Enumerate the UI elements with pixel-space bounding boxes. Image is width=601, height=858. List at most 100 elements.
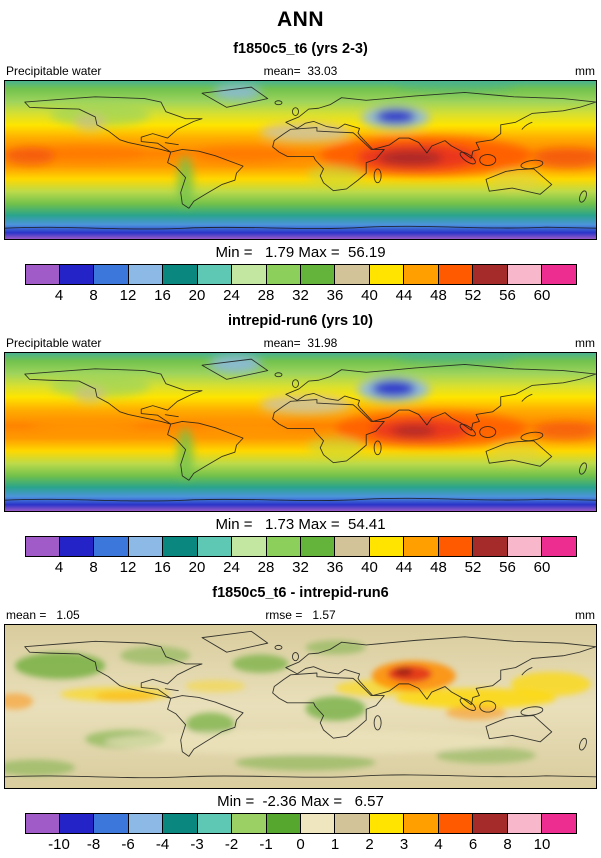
colorbar-tick-label: 24 <box>223 559 240 576</box>
colorbar-tick-label: 32 <box>292 559 309 576</box>
colorbar-tick-label: 8 <box>503 836 512 853</box>
colorbar-tick-label: -1 <box>259 836 273 853</box>
map-intrepid <box>4 352 597 512</box>
map-header-f1850c5: Precipitable water mean= 33.03 mm <box>0 64 601 78</box>
colorbar-tick-label: 20 <box>188 287 206 304</box>
colorbar-tick-label: 10 <box>533 836 551 853</box>
map-difference <box>4 624 597 789</box>
colorbar-cell <box>265 265 300 284</box>
colorbar-tick-label: 6 <box>468 836 478 853</box>
colorbar-cell <box>541 814 576 833</box>
field-label: Precipitable water <box>6 64 102 78</box>
colorbar-cell <box>265 537 300 556</box>
colorbar-cell <box>334 814 369 833</box>
colorbar-tick-label: 12 <box>119 559 137 576</box>
colorbar-tick-label: 12 <box>119 287 137 304</box>
colorbar-cell <box>196 265 232 284</box>
colorbar-cell <box>300 814 335 833</box>
colorbar-tick-label: 48 <box>430 559 447 576</box>
colorbar-cell <box>127 537 163 556</box>
colorbar-cell <box>25 814 59 833</box>
colorbar-cells <box>24 536 577 557</box>
colorbar-tick-label: 4 <box>54 287 64 304</box>
panel-subtitle-f1850c5: f1850c5_t6 (yrs 2-3) <box>233 41 368 57</box>
colorbar-tick-label: 20 <box>188 559 206 576</box>
colorbar-tick-label: 52 <box>464 559 482 576</box>
colorbar-tick-label: 36 <box>326 559 344 576</box>
colorbar-cell <box>403 265 438 284</box>
colorbar-tick-label: 36 <box>326 287 344 304</box>
colorbar-cell <box>300 537 335 556</box>
colorbar-cell <box>162 265 197 284</box>
colorbar-tick-label: 44 <box>395 287 413 304</box>
colorbar-cell <box>472 814 507 833</box>
colorbar-tick-label: 1 <box>330 836 340 853</box>
colorbar-tick-label: 4 <box>54 559 64 576</box>
colorbar-cell <box>472 537 507 556</box>
colorbar-tick-label: 52 <box>464 287 482 304</box>
colorbar-tick-label: -3 <box>190 836 204 853</box>
colorbar-cell <box>368 537 404 556</box>
panel-intrepid: intrepid-run6 (yrs 10) Precipitable wate… <box>0 313 601 576</box>
colorbar-cell <box>300 265 335 284</box>
colorbar-tick-label: 60 <box>533 559 551 576</box>
colorbar-cell <box>127 814 163 833</box>
colorbar-tick-label: 48 <box>430 287 447 304</box>
colorbar-tick-label: 56 <box>499 559 516 576</box>
colorbar-tick-label: 16 <box>154 559 171 576</box>
colorbar-tick-label: -2 <box>224 836 239 853</box>
colorbar-cell <box>368 265 404 284</box>
colorbar-cell <box>25 537 59 556</box>
minmax-label-intrepid: Min = 1.73 Max = 54.41 <box>215 516 386 533</box>
colorbar-cell <box>506 265 542 284</box>
colorbar-cells <box>24 264 577 285</box>
mean-value: mean = 1.05 <box>6 608 80 622</box>
colorbar-cell <box>541 537 576 556</box>
colorbar-cell <box>162 537 197 556</box>
map-f1850c5 <box>4 80 597 240</box>
colorbar-cell <box>58 537 94 556</box>
colorbar-tick-label: 24 <box>223 287 240 304</box>
map-image-intrepid <box>5 353 596 511</box>
colorbar-cell <box>93 537 128 556</box>
mean-value: mean= 33.03 <box>263 64 338 78</box>
map-header-difference: mean = 1.05 rmse = 1.57 mm <box>0 608 601 622</box>
units-label: mm <box>575 336 595 350</box>
colorbar-intrepid: 4 8 12 16 20 24 28 32 36 40 44 48 52 56 60 <box>24 536 577 576</box>
colorbar-cell <box>368 814 404 833</box>
field-label: Precipitable water <box>6 336 102 350</box>
colorbar-tick-label: 2 <box>365 836 374 853</box>
colorbar-tick-label: 8 <box>89 559 98 576</box>
colorbar-cells <box>24 813 577 834</box>
colorbar-tick-label: 8 <box>89 287 98 304</box>
colorbar-cell <box>196 814 232 833</box>
colorbar-cell <box>93 814 128 833</box>
colorbar-f1850c5: 4 8 12 16 20 24 28 32 36 40 44 48 52 56 60 <box>24 264 577 304</box>
colorbar-cell <box>58 814 94 833</box>
colorbar-cell <box>541 265 576 284</box>
colorbar-difference: -10 -8 -6 -4 -3 -2 -1 0 1 2 3 4 6 8 10 <box>24 813 577 853</box>
minmax-label-difference: Min = -2.36 Max = 6.57 <box>217 793 384 810</box>
mean-value: mean= 31.98 <box>263 336 338 350</box>
colorbar-tick-label: -8 <box>86 836 101 853</box>
colorbar-cell <box>506 537 542 556</box>
map-image-f1850c5 <box>5 81 596 239</box>
colorbar-cell <box>437 265 473 284</box>
units-label: mm <box>575 64 595 78</box>
colorbar-tick-label: -10 <box>48 836 70 853</box>
colorbar-tick-label: 32 <box>292 287 309 304</box>
colorbar-tick-label: 0 <box>296 836 305 853</box>
colorbar-tick-label: 40 <box>361 559 378 576</box>
colorbar-tick-label: 3 <box>399 836 409 853</box>
colorbar-cell <box>58 265 94 284</box>
map-header-intrepid: Precipitable water mean= 31.98 mm <box>0 336 601 350</box>
colorbar-cell <box>265 814 300 833</box>
colorbar-tick-label: -6 <box>121 836 135 853</box>
colorbar-cell <box>93 265 128 284</box>
rmse-value: rmse = 1.57 <box>265 608 336 622</box>
map-image-difference <box>5 625 596 788</box>
colorbar-tick-label: 44 <box>395 559 413 576</box>
panel-difference: f1850c5_t6 - intrepid-run6 mean = 1.05 r… <box>0 585 601 853</box>
colorbar-tick-label: 28 <box>257 287 275 304</box>
